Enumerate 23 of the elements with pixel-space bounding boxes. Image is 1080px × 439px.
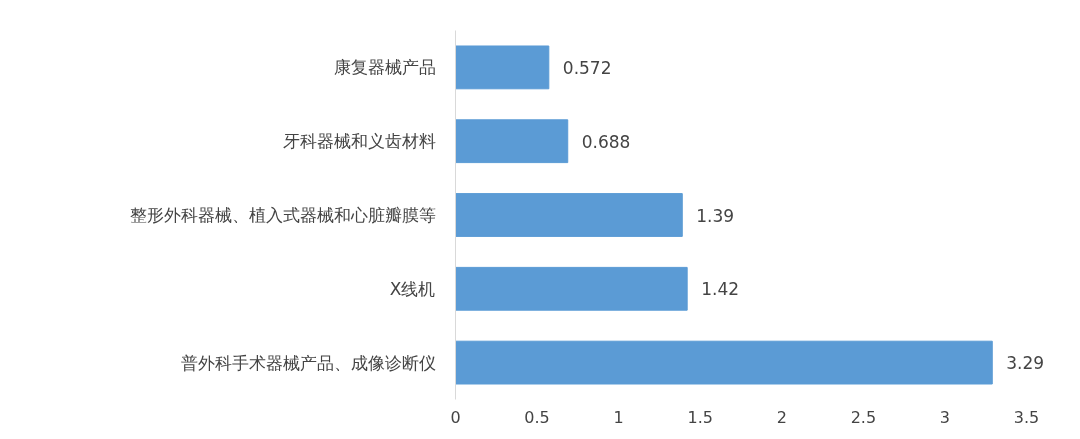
data-label: 1.39 [696, 205, 735, 226]
data-label: 0.572 [562, 57, 612, 78]
bar [455, 119, 569, 164]
data-label: 3.29 [1006, 353, 1045, 374]
y-tick-label: 整形外科器械、植入式器械和心脏瓣膜等 [129, 205, 436, 225]
x-tick-label: 0.5 [524, 407, 550, 427]
x-tick-label: 1.5 [687, 407, 713, 427]
x-tick-label: 0 [450, 407, 461, 427]
bar [455, 266, 688, 311]
data-label: 0.688 [581, 131, 631, 152]
bar [455, 45, 550, 90]
y-tick-label: X线机 [389, 278, 436, 299]
x-tick-label: 1 [613, 407, 624, 427]
y-tick-label: 牙科器械和义齿材料 [282, 131, 436, 152]
x-tick-label: 3.5 [1013, 407, 1040, 427]
y-tick-label: 康复器械产品 [333, 57, 436, 78]
x-tick-label: 2 [776, 407, 787, 427]
x-tick-label: 2.5 [850, 407, 877, 427]
x-tick-label: 3 [939, 407, 951, 427]
bar [455, 193, 683, 237]
y-tick-label: 普外科手术器械产品、成像诊断仪 [180, 352, 436, 373]
data-label: 1.42 [701, 279, 740, 300]
bar [455, 340, 993, 385]
